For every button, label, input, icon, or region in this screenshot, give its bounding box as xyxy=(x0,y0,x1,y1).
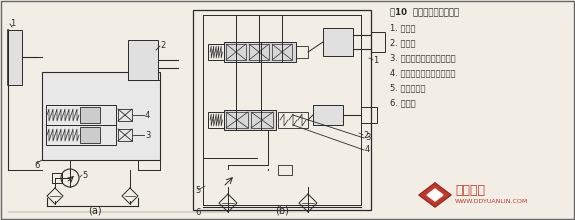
Bar xyxy=(80,107,100,123)
Bar xyxy=(313,105,343,125)
Bar xyxy=(193,10,371,210)
Bar xyxy=(224,110,276,130)
Bar xyxy=(46,105,116,125)
Polygon shape xyxy=(427,189,443,201)
Text: 2: 2 xyxy=(363,130,368,139)
Bar xyxy=(52,173,62,183)
Text: 3: 3 xyxy=(145,130,151,139)
Bar xyxy=(278,112,308,128)
Text: 4: 4 xyxy=(145,110,150,119)
Bar xyxy=(118,129,132,141)
Bar xyxy=(224,42,296,62)
Bar xyxy=(278,165,292,175)
Bar xyxy=(128,40,158,80)
Bar xyxy=(296,46,308,58)
Text: 4: 4 xyxy=(365,145,370,154)
Text: 1: 1 xyxy=(373,55,378,64)
Bar xyxy=(80,127,100,143)
Text: 6: 6 xyxy=(34,161,39,169)
Text: 3. 转斗缸大腔双作用安全阀: 3. 转斗缸大腔双作用安全阀 xyxy=(390,53,455,62)
Bar xyxy=(323,28,353,56)
Text: 定鼎园林: 定鼎园林 xyxy=(455,183,485,196)
Bar xyxy=(226,112,248,128)
Bar xyxy=(249,44,269,60)
Bar xyxy=(226,44,246,60)
Bar xyxy=(46,125,116,145)
Bar xyxy=(251,112,273,128)
Bar xyxy=(361,107,377,123)
Text: 6: 6 xyxy=(195,207,200,216)
Text: 6. 分配阀: 6. 分配阀 xyxy=(390,99,416,108)
Bar xyxy=(208,112,224,128)
Bar xyxy=(8,30,22,85)
Text: (a): (a) xyxy=(88,205,102,215)
Text: 1: 1 xyxy=(10,18,16,28)
Text: 3: 3 xyxy=(365,134,370,143)
Polygon shape xyxy=(419,183,451,207)
Text: 2: 2 xyxy=(160,40,165,50)
Text: 5: 5 xyxy=(82,170,87,180)
Text: 4. 转斗缸小腔双作用安全阀: 4. 转斗缸小腔双作用安全阀 xyxy=(390,68,455,77)
Text: 1. 转半缸: 1. 转半缸 xyxy=(390,24,416,33)
Text: 5. 工作液压泵: 5. 工作液压泵 xyxy=(390,84,426,92)
Text: WWW.DDYUANLIN.COM: WWW.DDYUANLIN.COM xyxy=(455,198,528,204)
Text: 图10  工作液压系统原理图: 图10 工作液压系统原理图 xyxy=(390,7,459,16)
Bar xyxy=(371,32,385,52)
Bar xyxy=(208,44,224,60)
Bar xyxy=(42,72,160,160)
Text: (b): (b) xyxy=(275,205,289,215)
Text: 2. 动臂缸: 2. 动臂缸 xyxy=(390,38,416,48)
Bar xyxy=(272,44,292,60)
Bar xyxy=(118,109,132,121)
Text: 5: 5 xyxy=(195,185,200,194)
